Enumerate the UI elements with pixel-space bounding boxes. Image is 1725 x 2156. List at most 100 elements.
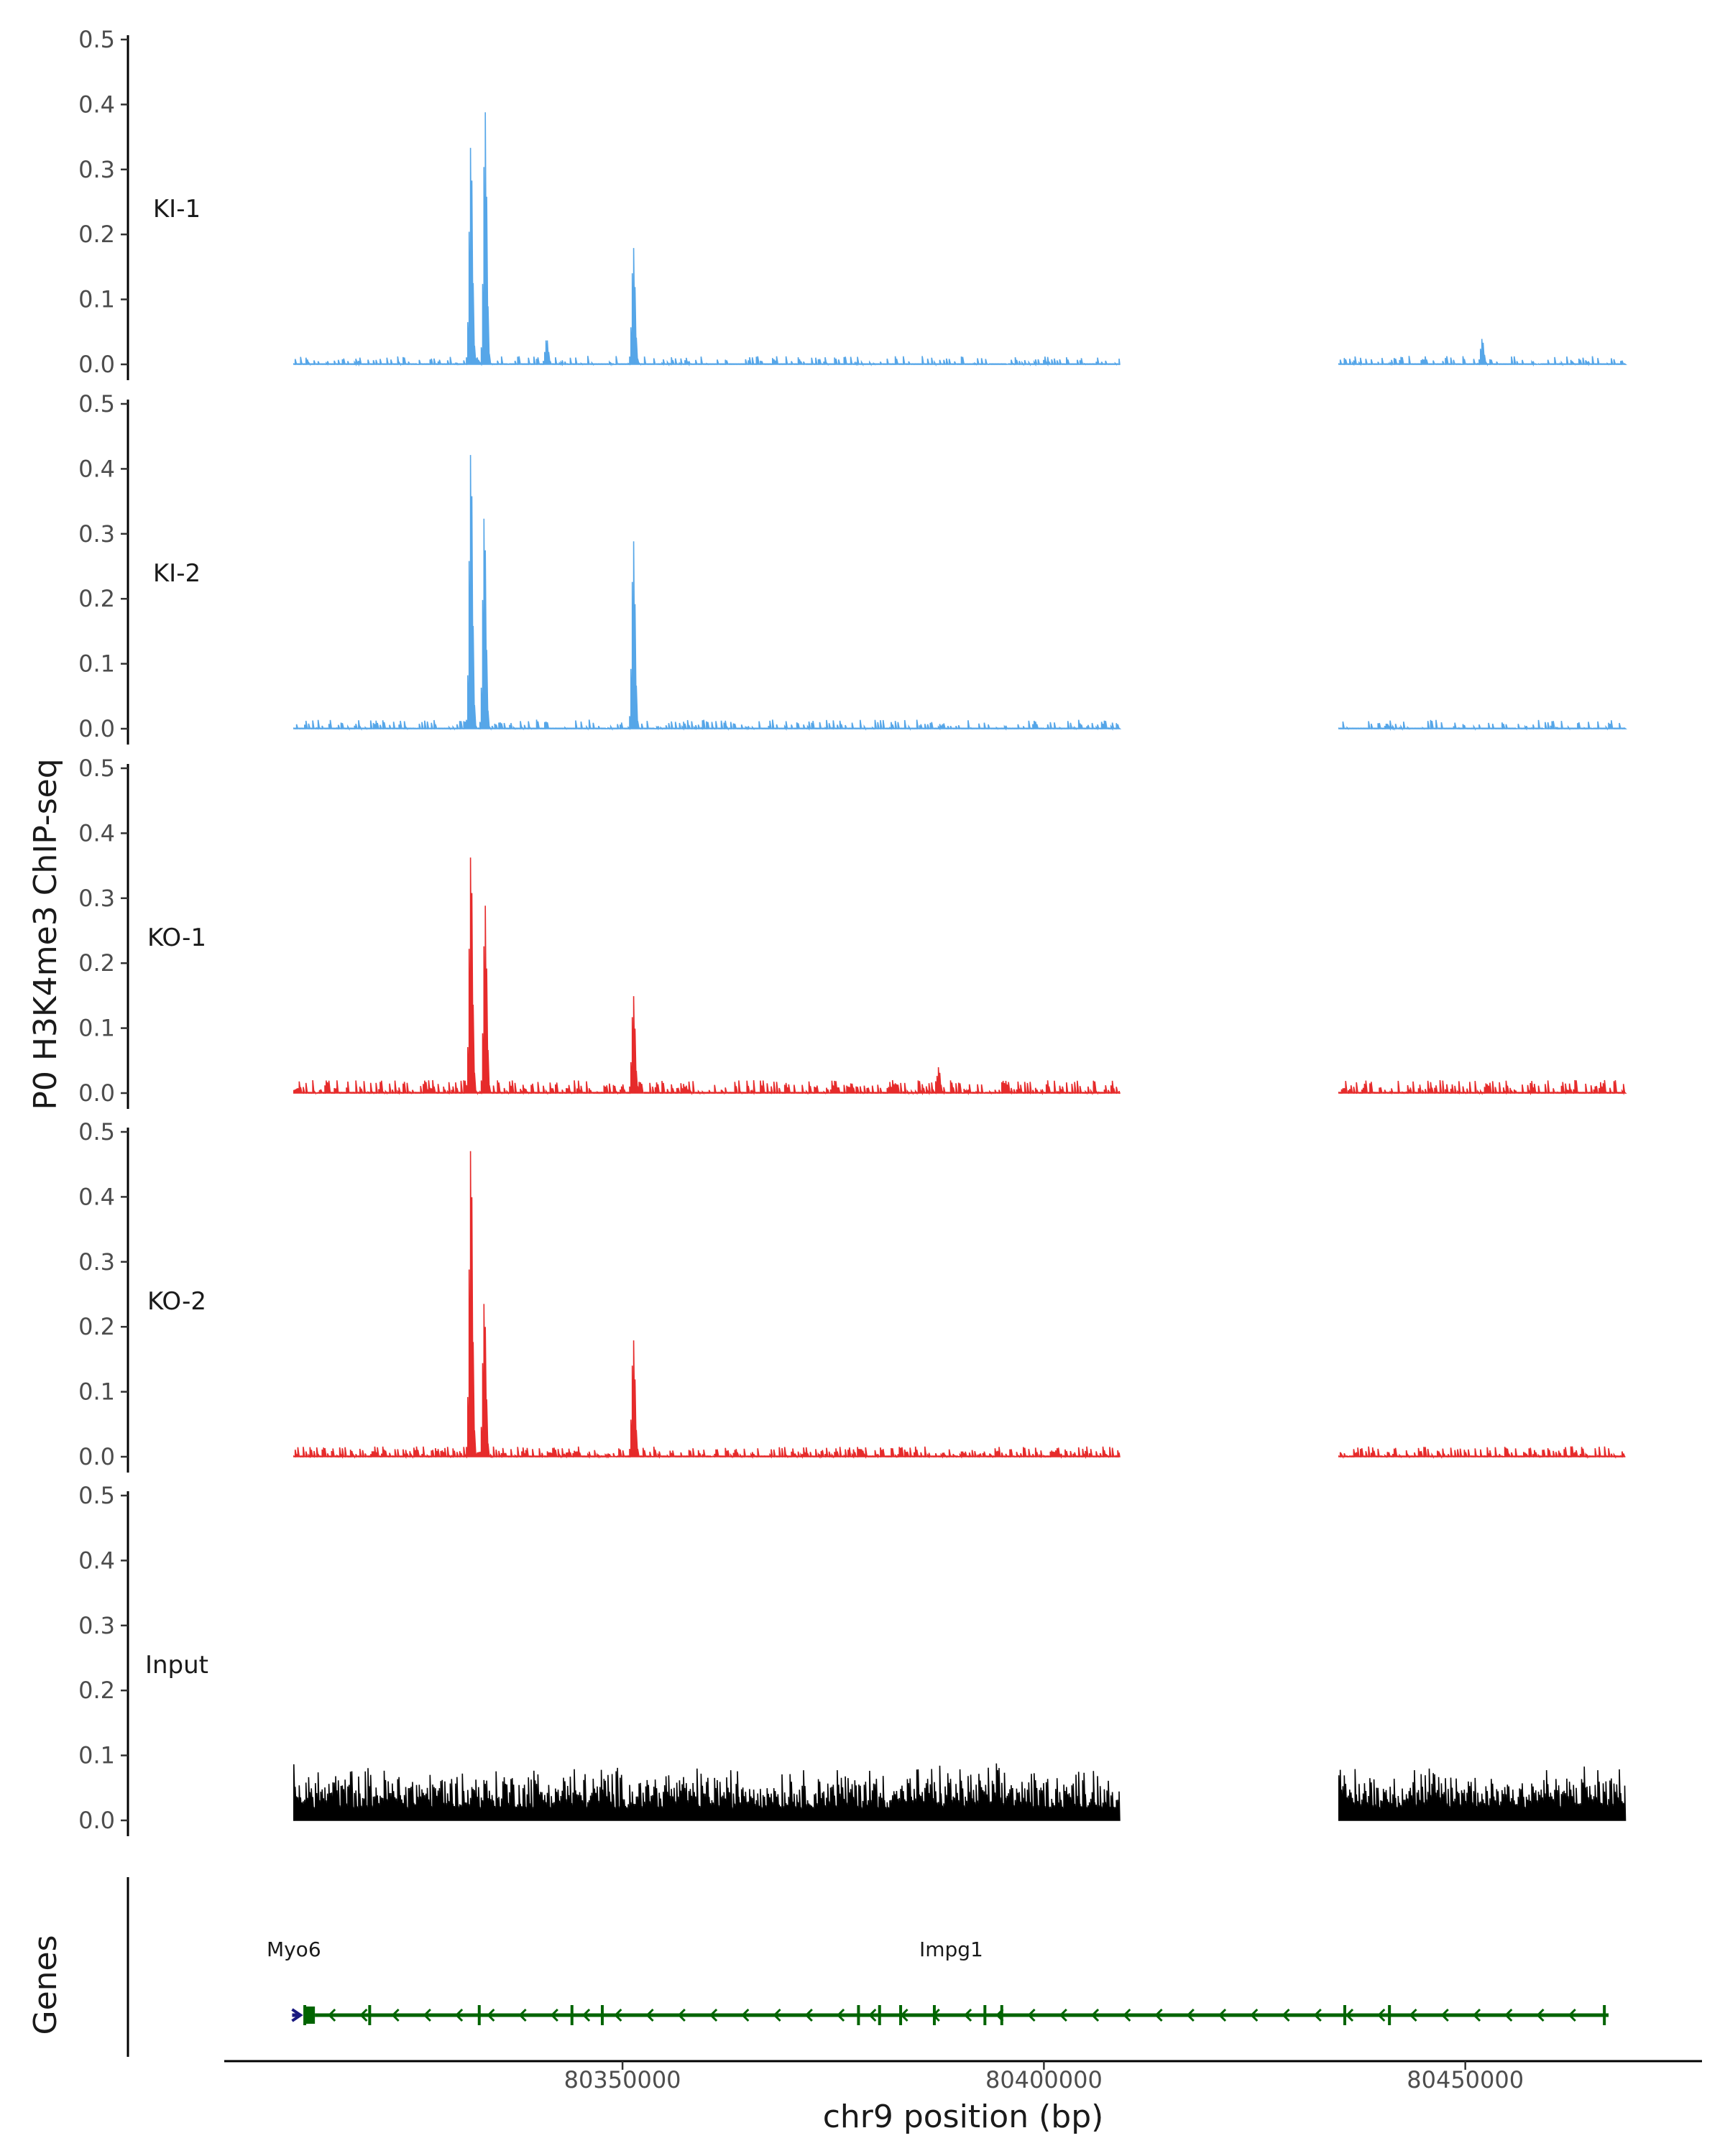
y-tick-label: 0.5 [78, 755, 115, 782]
track-label: KI-2 [153, 559, 201, 588]
exon-mark [857, 2005, 860, 2025]
strand-arrow [741, 2008, 750, 2022]
exon-mark [899, 2005, 903, 2025]
y-tick-label: 0.1 [78, 650, 115, 678]
y-tick-label: 0.5 [78, 1118, 115, 1146]
strand-arrow [1059, 2008, 1067, 2022]
strand-arrow [1090, 2008, 1100, 2022]
strand-arrow [359, 2008, 368, 2022]
exon-mark [1000, 2005, 1003, 2025]
strand-arrow [1282, 2008, 1290, 2022]
exon-mark [932, 2005, 936, 2025]
strand-arrow [581, 2008, 591, 2022]
strand-arrow [1154, 2008, 1163, 2022]
y-tick-label: 0.1 [78, 1015, 115, 1042]
strand-arrow [1345, 2008, 1354, 2022]
y-tick-label: 0.5 [78, 390, 115, 418]
y-tick-label: 0.4 [78, 455, 115, 482]
exon-mark [983, 2005, 987, 2025]
exon-mark [1603, 2005, 1606, 2025]
strand-arrow [836, 2008, 845, 2022]
y-tick-label: 0.2 [78, 585, 115, 612]
signal-area-ki-1 [293, 112, 1121, 367]
strand-arrow [773, 2008, 781, 2022]
signal-area-ki-2 [293, 455, 1122, 731]
signal-area-input [1338, 1766, 1627, 1821]
strand-arrow [709, 2008, 718, 2022]
gene-label: Impg1 [919, 1938, 983, 1961]
strand-arrow [1123, 2008, 1131, 2022]
x-tick-label: 80450000 [1407, 2066, 1524, 2093]
signal-area-ko-2 [1338, 1446, 1626, 1460]
y-tick-label: 0.3 [78, 520, 115, 548]
y-tick-label: 0.3 [78, 1612, 115, 1639]
track-label: KI-1 [153, 195, 201, 224]
y-tick-label: 0.4 [78, 91, 115, 118]
strand-arrow [1313, 2008, 1322, 2022]
strand-arrow [1440, 2008, 1449, 2022]
track-panel-ki-1: 0.0 0.1 0.2 0.3 0.4 0.5 KI-1 [78, 26, 1628, 380]
x-tick-label: 80350000 [564, 2066, 681, 2093]
y-tick-label: 0.2 [78, 221, 115, 248]
exon-block [305, 2007, 316, 2024]
gene-impg1: Impg1 [303, 1938, 1609, 2025]
y-tick-label: 0.0 [78, 1807, 115, 1834]
y-tick-label: 0.1 [78, 1742, 115, 1769]
strand-arrow [868, 2008, 877, 2022]
strand-arrow [1568, 2008, 1576, 2022]
y-tick-label: 0.2 [78, 949, 115, 977]
track-panel-ko-1: 0.0 0.1 0.2 0.3 0.4 0.5 KO-1 [78, 755, 1627, 1109]
strand-arrow [1218, 2008, 1227, 2022]
strand-arrow [677, 2008, 686, 2022]
signal-area-input [293, 1763, 1121, 1821]
track-panel-ko-2: 0.0 0.1 0.2 0.3 0.4 0.5 KO-2 [78, 1118, 1626, 1473]
y-tick-label: 0.4 [78, 1547, 115, 1574]
y-tick-label: 0.0 [78, 1079, 115, 1107]
x-axis: 80350000 80400000 80450000 [224, 2060, 1702, 2093]
exon-mark [303, 2005, 307, 2025]
signal-area-ki-1 [1338, 338, 1628, 367]
gene-label: Myo6 [267, 1938, 321, 1961]
x-axis-title: chr9 position (bp) [823, 2099, 1104, 2135]
exon-mark [477, 2005, 481, 2025]
y-tick-label: 0.1 [78, 286, 115, 313]
y-tick-label: 0.1 [78, 1378, 115, 1406]
y-tick-label: 0.3 [78, 156, 115, 183]
y-tick-label: 0.3 [78, 885, 115, 912]
track-label: Input [145, 1651, 208, 1680]
strand-arrow [423, 2008, 431, 2022]
y-tick-label: 0.5 [78, 1482, 115, 1509]
signal-area-ko-2 [293, 1151, 1121, 1460]
strand-arrow [550, 2008, 558, 2022]
strand-arrow [518, 2008, 527, 2022]
y-axis-title: P0 H3K4me3 ChIP-seq [27, 758, 64, 1110]
track-label: KO-1 [147, 923, 206, 952]
strand-arrow [804, 2008, 813, 2022]
strand-arrow [487, 2008, 495, 2022]
track-panel-input: 0.0 0.1 0.2 0.3 0.4 0.5 Input [78, 1482, 1627, 1836]
genes-track: Myo6 Impg1 [126, 1877, 1609, 2057]
gene-myo6: Myo6 [267, 1938, 321, 2022]
strand-arrow [614, 2008, 622, 2022]
y-tick-label: 0.0 [78, 715, 115, 742]
strand-arrow [291, 2008, 303, 2022]
y-tick-label: 0.4 [78, 1183, 115, 1210]
y-tick-label: 0.0 [78, 351, 115, 378]
x-tick-label: 80400000 [985, 2066, 1103, 2093]
track-label: KO-2 [147, 1287, 206, 1316]
strand-arrow [1472, 2008, 1481, 2022]
strand-arrow [1504, 2008, 1513, 2022]
exon-mark [1388, 2005, 1392, 2025]
y-tick-label: 0.0 [78, 1443, 115, 1470]
y-tick-label: 0.2 [78, 1677, 115, 1704]
strand-arrow [1409, 2008, 1417, 2022]
exon-mark [368, 2005, 372, 2025]
signal-area-ko-1 [293, 857, 1121, 1096]
y-tick-label: 0.2 [78, 1313, 115, 1340]
strand-arrow [1377, 2008, 1386, 2022]
signal-area-ko-1 [1338, 1079, 1627, 1096]
strand-arrow [645, 2008, 654, 2022]
exon-mark [570, 2005, 574, 2025]
exon-mark [878, 2005, 881, 2025]
